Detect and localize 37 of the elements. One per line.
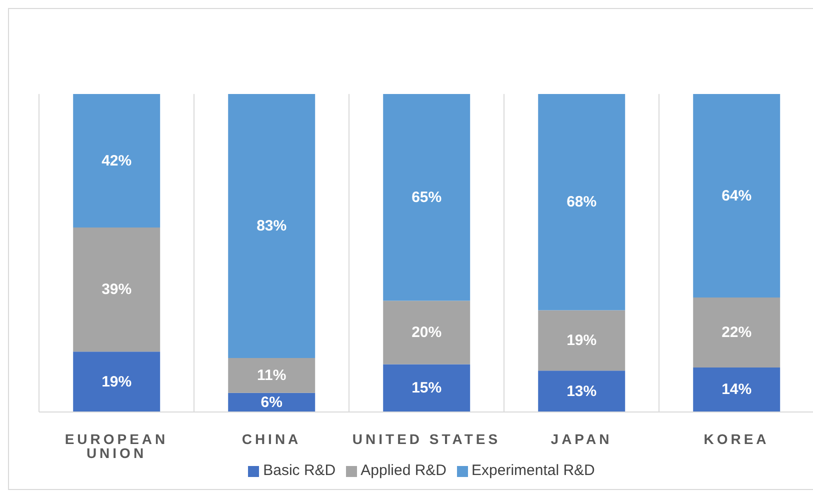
bar: [693, 94, 780, 298]
data-label: 83%: [256, 217, 287, 234]
data-label: 22%: [722, 324, 752, 341]
x-tick-label: UNITED STATES: [352, 430, 501, 447]
data-label: 64%: [722, 187, 752, 204]
bar: [538, 94, 626, 310]
bar: [383, 94, 470, 301]
legend-label: Experimental R&D: [472, 462, 595, 479]
bar: [228, 358, 316, 393]
data-label: 19%: [566, 332, 597, 349]
data-label: 42%: [102, 152, 132, 170]
data-label: 68%: [566, 194, 597, 211]
data-label: 19%: [102, 373, 132, 390]
bar: [73, 94, 160, 228]
bar: [693, 367, 780, 412]
data-label: 14%: [722, 381, 752, 398]
data-label: 15%: [412, 380, 442, 397]
bar: [73, 228, 160, 352]
bar: [73, 352, 160, 412]
data-label: 11%: [257, 366, 286, 384]
data-label: 20%: [412, 324, 442, 341]
bar: [228, 94, 316, 358]
bar: [383, 364, 470, 412]
bar: [383, 300, 470, 364]
data-label: 6%: [260, 394, 282, 411]
data-label: 13%: [566, 382, 597, 400]
bar: [538, 310, 626, 371]
legend-label: Basic R&D: [263, 462, 336, 479]
legend-label: Applied R&D: [360, 462, 447, 479]
x-tick-label: KOREA: [704, 430, 770, 447]
data-label: 39%: [102, 281, 132, 298]
x-tick-label: CHINA: [242, 430, 302, 447]
x-tick-label: EUROPEAN UNION: [64, 430, 168, 461]
bar: [693, 298, 780, 368]
bar: [538, 370, 626, 412]
x-tick-label: JAPAN: [550, 430, 612, 447]
data-label: 65%: [412, 188, 442, 206]
